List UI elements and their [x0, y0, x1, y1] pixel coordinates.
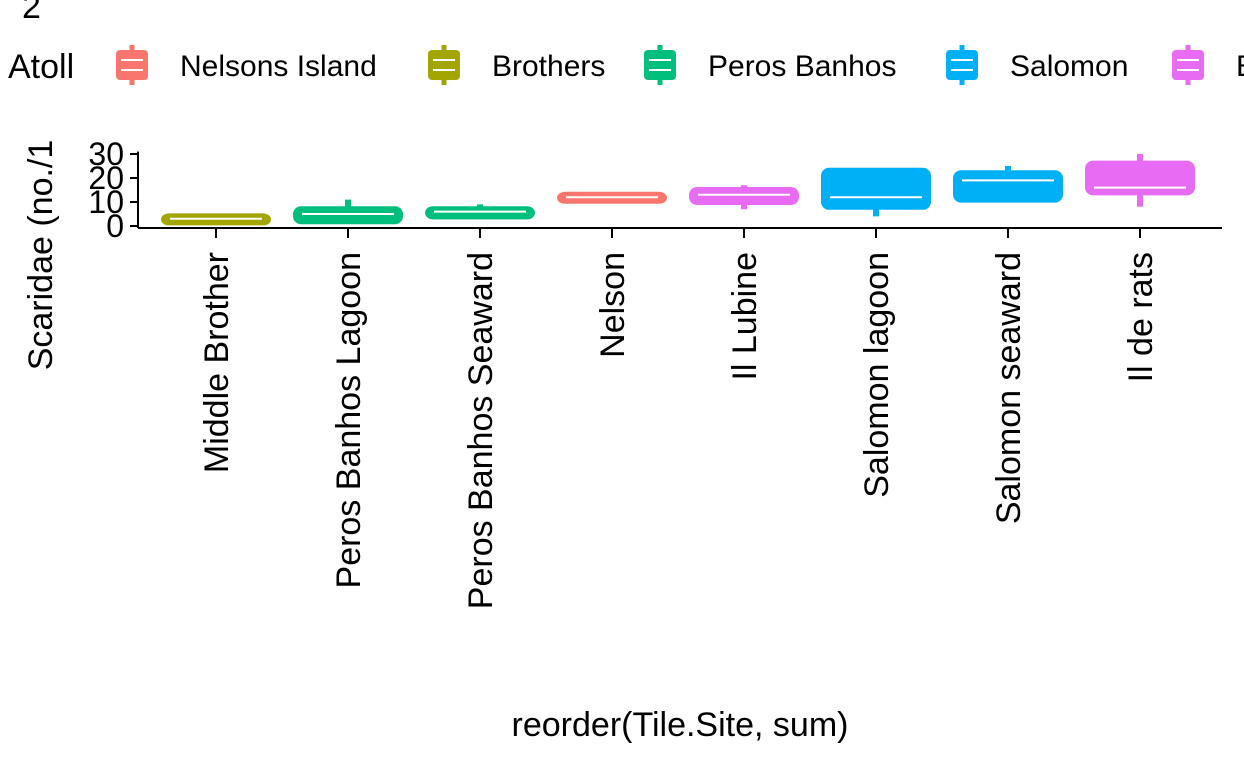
legend-label: Brothers	[492, 50, 605, 83]
box-salomon-seaward	[953, 166, 1063, 203]
box-iqr	[689, 187, 799, 205]
y-axis-label: Scaridae (no./1	[22, 140, 60, 371]
box-iqr	[293, 206, 403, 225]
x-tick-labels: Middle Brother Peros Banhos Lagoon Peros B…	[198, 252, 1160, 609]
legend-label: B	[1236, 50, 1244, 83]
x-tick-label: Peros Banhos Seaward	[462, 252, 500, 609]
legend-entry-salomon: Salomon	[946, 45, 1128, 85]
x-tick-label: Salomon seaward	[990, 252, 1028, 524]
legend-key-box	[946, 50, 978, 80]
x-tick-label: Peros Banhos Lagoon	[330, 252, 368, 588]
legend-title: Atoll	[8, 48, 74, 86]
y-tick-label: 20	[88, 160, 124, 196]
legend-label: Peros Banhos	[708, 50, 896, 83]
x-tick-label: Salomon lagoon	[858, 252, 896, 498]
x-tick-label: Nelson	[594, 252, 632, 358]
box-salomon-lagoon	[821, 167, 931, 217]
legend-label: Nelsons Island	[180, 50, 377, 83]
box-iqr	[821, 167, 931, 210]
legend-entry-nelsons-island: Nelsons Island	[116, 45, 377, 85]
box-peros-banhos-lagoon	[293, 199, 403, 225]
legend-key-box	[116, 50, 148, 80]
legend: Atoll Nelsons Island Brothers Peros Banhos…	[8, 45, 1244, 86]
box-iqr	[425, 206, 535, 220]
x-tick-label: Il Lubine	[726, 252, 764, 381]
box-middle-brother	[161, 213, 271, 226]
legend-key-box	[644, 50, 676, 80]
y-tick-label: 30	[88, 136, 124, 172]
chart-title-fragment: 2	[22, 0, 41, 26]
x-axis-label: reorder(Tile.Site, sum)	[512, 706, 849, 744]
y-tick-label: 0	[106, 208, 124, 244]
box-il-lubine	[689, 185, 799, 210]
legend-label: Salomon	[1010, 50, 1128, 83]
legend-entry-peros-banhos: Peros Banhos	[644, 45, 896, 85]
legend-entry-b: B	[1172, 45, 1244, 85]
boxes-layer	[161, 154, 1195, 226]
legend-entry-brothers: Brothers	[428, 45, 605, 85]
box-peros-banhos-seaward	[425, 204, 535, 220]
box-il-de-rats	[1085, 154, 1195, 207]
box-nelson	[557, 191, 667, 204]
y-tick-label: 10	[88, 184, 124, 220]
x-tick-label: Il de rats	[1122, 252, 1160, 382]
box-iqr	[953, 170, 1063, 203]
legend-key-box	[1172, 50, 1204, 80]
box-iqr	[1085, 160, 1195, 196]
legend-key-box	[428, 50, 460, 80]
x-tick-label: Middle Brother	[198, 252, 236, 473]
